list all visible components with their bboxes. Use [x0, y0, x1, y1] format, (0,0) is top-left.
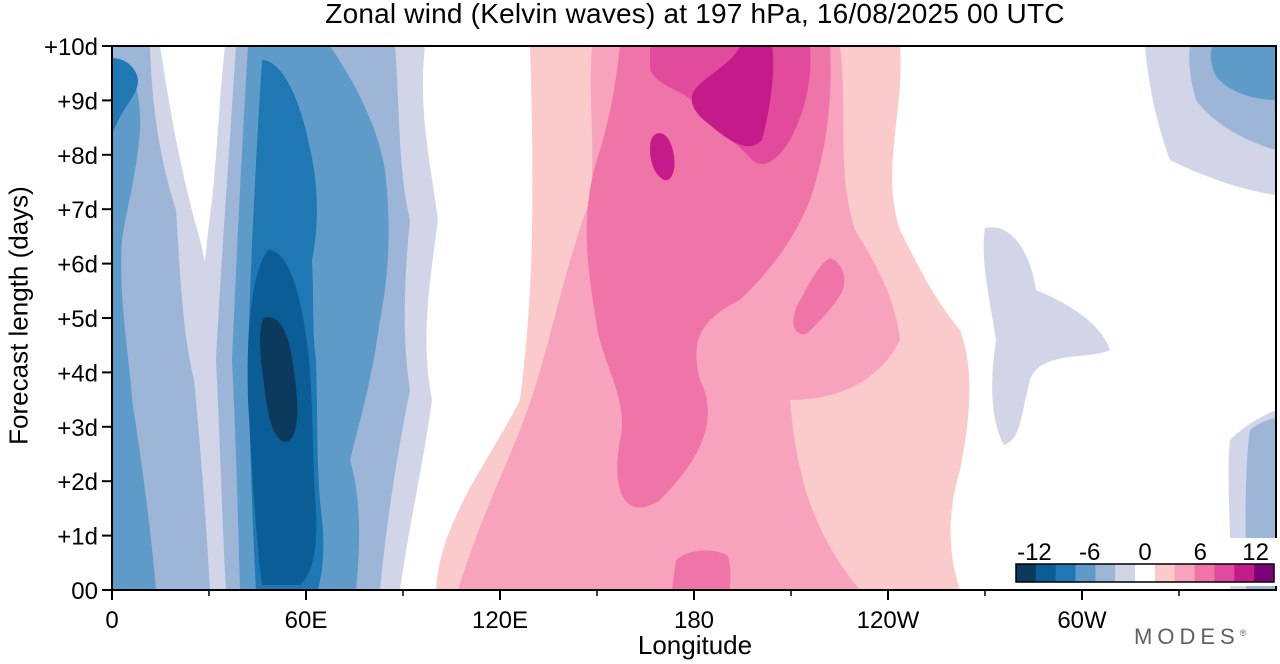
x-tick-label: 0: [105, 607, 118, 634]
colorbar-label: -6: [1079, 539, 1100, 566]
colorbar-frame: [1015, 563, 1275, 583]
colorbar: -12 -6 0 6 12: [1012, 538, 1278, 586]
colorbar-swatch: [1174, 564, 1196, 582]
y-tick-label: +3d: [57, 415, 98, 442]
contour-bands: [112, 46, 1276, 590]
registered-mark: ®: [1239, 628, 1247, 638]
y-tick-label: +4d: [57, 360, 98, 387]
x-tick-label: 120E: [472, 607, 528, 634]
colorbar-swatch: [1214, 564, 1235, 582]
x-axis-label: Longitude: [637, 630, 753, 660]
band-minus-6-far-east: [1210, 46, 1276, 100]
colorbar-swatch: [1194, 564, 1215, 582]
colorbar-swatch: [1016, 564, 1037, 582]
x-tick-label: 180: [674, 607, 714, 634]
watermark-text: MODES: [1134, 624, 1240, 649]
y-tick-label: +2d: [57, 469, 98, 496]
x-axis: 0 60E 120E 180 120W 60W: [105, 590, 1180, 634]
colorbar-label: -12: [1017, 539, 1052, 566]
x-tick-label: 120W: [857, 607, 920, 634]
colorbar-swatch: [1115, 564, 1136, 582]
y-tick-label: 00: [71, 578, 98, 605]
band-plus-6-south: [672, 550, 731, 590]
chart-title: Zonal wind (Kelvin waves) at 197 hPa, 16…: [325, 0, 1065, 29]
y-tick-label: +9d: [57, 88, 98, 115]
colorbar-swatch: [1234, 564, 1255, 582]
band-minus-6: [112, 60, 156, 590]
colorbar-swatch: [1075, 564, 1096, 582]
colorbar-label: 6: [1194, 539, 1207, 566]
band-plus-6-east: [793, 258, 845, 335]
colorbar-swatch: [1154, 564, 1176, 582]
y-tick-label: +8d: [57, 143, 98, 170]
modes-watermark: MODES®: [1134, 624, 1246, 650]
y-tick-label: +5d: [57, 306, 98, 333]
colorbar-swatch: [1095, 564, 1116, 582]
y-tick-label: +10d: [44, 34, 98, 61]
band-plus-10-spot: [650, 133, 675, 181]
colorbar-swatch: [1135, 564, 1156, 582]
band-minus-2-mid: [983, 227, 1110, 445]
colorbar-swatch: [1035, 564, 1057, 582]
y-axis: 00 +1d +2d +3d +4d +5d +6d +7d +8d +9d +10d: [44, 34, 112, 605]
colorbar-label: 0: [1138, 539, 1151, 566]
y-tick-label: +6d: [57, 252, 98, 279]
plot-area: [111, 45, 1277, 591]
colorbar-swatch: [1254, 564, 1275, 582]
x-tick-label: 60W: [1057, 607, 1107, 634]
band-minus-8-west: [112, 58, 138, 134]
y-axis-label: Forecast length (days): [3, 186, 34, 445]
x-tick-label: 60E: [285, 607, 328, 634]
colorbar-swatch: [1055, 564, 1077, 582]
band-plus-10: [691, 46, 774, 147]
colorbar-label: 12: [1242, 539, 1269, 566]
y-tick-label: +7d: [57, 197, 98, 224]
y-tick-label: +1d: [57, 524, 98, 551]
band-minus-12: [260, 317, 298, 442]
